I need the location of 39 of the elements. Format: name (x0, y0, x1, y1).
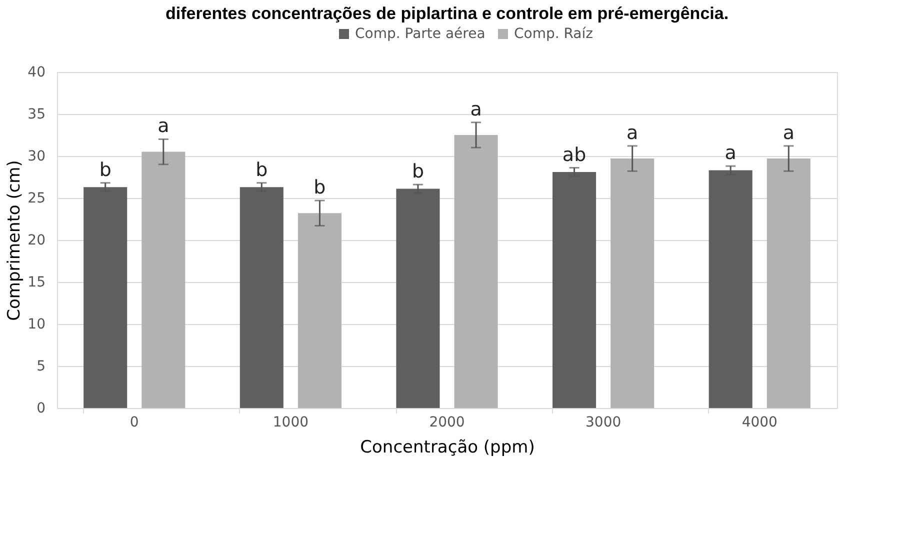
bar (552, 172, 596, 408)
data-label: b (256, 158, 268, 181)
x-axis-title: Concentração (ppm) (360, 438, 535, 458)
data-label: a (782, 122, 794, 144)
bar (142, 152, 186, 408)
legend-label: Comp. Raíz (514, 26, 594, 42)
bar (708, 170, 752, 408)
x-tick-label: 0 (130, 414, 139, 430)
data-label: b (99, 158, 112, 181)
bar (454, 135, 498, 408)
bar (766, 158, 810, 408)
x-tick-label: 4000 (742, 414, 778, 430)
legend-label: Comp. Parte aérea (355, 26, 486, 42)
data-label: b (412, 160, 424, 183)
data-label: ab (562, 144, 586, 166)
y-tick-label: 15 (28, 274, 46, 290)
bar (298, 213, 342, 408)
y-tick-label: 0 (36, 400, 46, 416)
y-tick-label: 20 (28, 232, 46, 248)
x-tick-label: 3000 (585, 414, 622, 430)
bar (610, 158, 654, 408)
y-tick-label: 5 (36, 358, 46, 374)
x-tick-label: 2000 (429, 414, 465, 430)
data-label: a (158, 115, 170, 138)
bar (240, 187, 284, 408)
x-tick-label: 1000 (272, 414, 309, 430)
y-tick-label: 35 (28, 106, 46, 122)
y-tick-label: 30 (28, 148, 46, 164)
data-label: b (314, 176, 326, 199)
data-label: a (626, 122, 638, 144)
y-axis-title: Comprimento (cm) (4, 160, 25, 321)
y-tick-label: 25 (28, 190, 46, 206)
data-label: a (724, 142, 736, 164)
data-label: a (470, 98, 482, 120)
bar (84, 187, 128, 408)
bar (396, 188, 440, 408)
y-tick-label: 10 (28, 316, 46, 332)
y-tick-label: 40 (28, 64, 46, 80)
chart-title: diferentes concentrações de piplartina e controle em pré-emergência. (165, 4, 729, 23)
